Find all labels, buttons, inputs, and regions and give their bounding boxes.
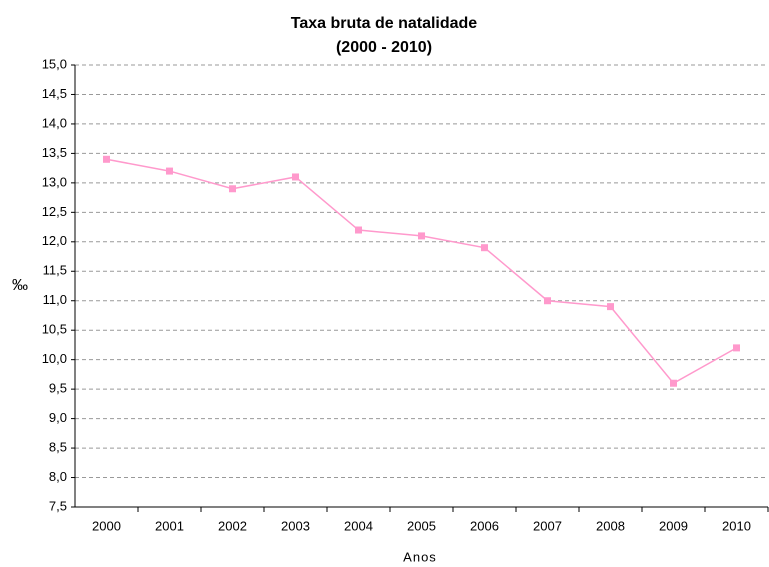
point [544, 297, 551, 305]
y-tick-label: 13,0 [42, 174, 67, 189]
y-tick-label: 14,5 [42, 86, 67, 101]
chart-subtitle: (2000 - 2010) [336, 39, 432, 56]
x-tick-label: 2005 [407, 518, 436, 533]
point [481, 244, 488, 252]
y-tick-label: 9,5 [49, 381, 67, 396]
y-tick-label: 8,5 [49, 440, 67, 455]
x-tick-label: 2010 [722, 518, 751, 533]
point [670, 379, 677, 387]
y-tick-label: 7,5 [49, 498, 67, 513]
x-tick-label: 2004 [344, 518, 373, 533]
x-tick-label: 2007 [533, 518, 562, 533]
chart-title: Taxa bruta de natalidade [291, 15, 478, 32]
x-tick-label: 2003 [281, 518, 310, 533]
y-tick-label: 12,5 [42, 204, 67, 219]
point [733, 344, 740, 352]
y-tick-label: 10,0 [42, 351, 67, 366]
y-tick-label: 9,0 [49, 410, 67, 425]
y-axis-label: ‰ [12, 277, 28, 294]
x-tick-label: 2002 [218, 518, 247, 533]
point [292, 173, 299, 181]
x-tick-label: 2008 [596, 518, 625, 533]
x-tick-label: 2006 [470, 518, 499, 533]
point [418, 232, 425, 240]
point [607, 303, 614, 311]
point [229, 185, 236, 193]
point [355, 226, 362, 234]
y-tick-label: 8,0 [49, 469, 67, 484]
x-axis-label: Anos [403, 549, 437, 564]
point [166, 167, 173, 175]
y-tick-label: 11,5 [43, 263, 67, 278]
x-tick-label: 2000 [92, 518, 121, 533]
y-tick-label: 12,0 [42, 233, 67, 248]
y-tick-label: 15,0 [42, 56, 67, 71]
x-tick-label: 2001 [155, 518, 184, 533]
x-tick-label: 2009 [659, 518, 688, 533]
y-tick-label: 14,0 [42, 115, 67, 130]
y-tick-label: 13,5 [42, 145, 67, 160]
y-tick-label: 11,0 [43, 292, 67, 307]
y-tick-label: 10,5 [42, 322, 67, 337]
point [103, 155, 110, 163]
